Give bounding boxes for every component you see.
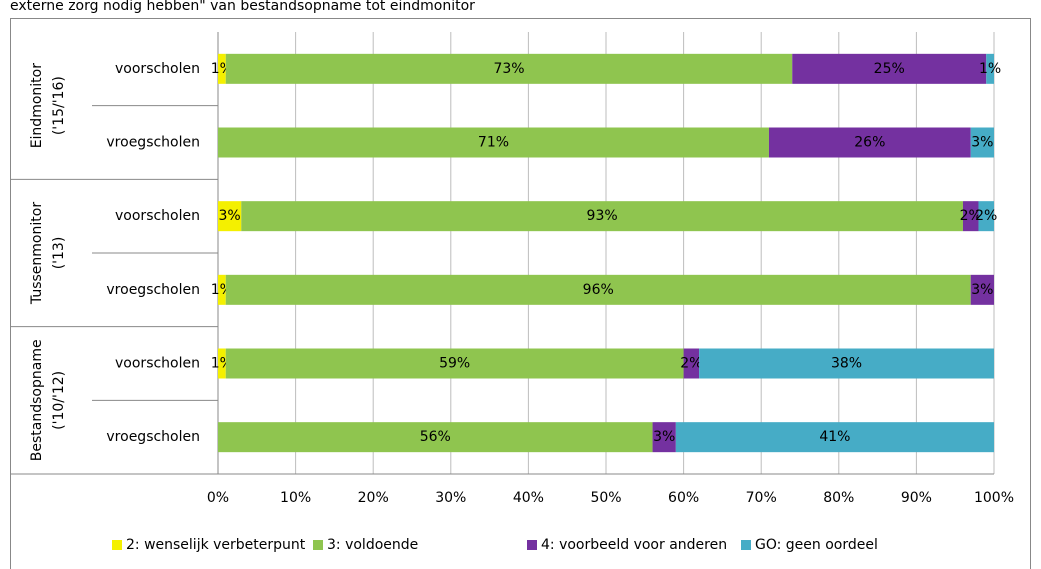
legend-swatch bbox=[313, 540, 323, 550]
data-label: 2% bbox=[975, 208, 997, 224]
data-label: 73% bbox=[493, 61, 524, 77]
x-tick-label: 70% bbox=[746, 490, 777, 506]
group-label: Eindmonitor bbox=[29, 63, 45, 149]
group-label: ('15/'16) bbox=[51, 76, 67, 135]
data-label: 93% bbox=[587, 208, 618, 224]
data-label: 41% bbox=[819, 429, 850, 445]
data-label: 1% bbox=[979, 61, 1001, 77]
data-label: 3% bbox=[219, 208, 241, 224]
data-label: 71% bbox=[478, 135, 509, 151]
data-label: 2% bbox=[960, 208, 982, 224]
data-label: 25% bbox=[874, 61, 905, 77]
bar-segment bbox=[225, 274, 971, 305]
bar-segment bbox=[792, 53, 987, 84]
bar-segment bbox=[218, 422, 653, 453]
y-tick-label: voorscholen bbox=[115, 208, 200, 224]
legend-swatch bbox=[527, 540, 537, 550]
bar-segment bbox=[970, 127, 994, 158]
bar-segment bbox=[675, 422, 994, 453]
y-tick-label: vroegscholen bbox=[106, 135, 200, 151]
bar-segment bbox=[218, 127, 769, 158]
legend-label: 2: wenselijk verbeterpunt bbox=[126, 537, 306, 553]
legend-swatch bbox=[112, 540, 122, 550]
data-label: 2% bbox=[680, 356, 702, 372]
bar-segment bbox=[225, 348, 684, 379]
data-label: 38% bbox=[831, 356, 862, 372]
x-tick-label: 100% bbox=[974, 490, 1014, 506]
x-tick-label: 80% bbox=[823, 490, 854, 506]
bar-segment bbox=[218, 348, 226, 379]
group-label: ('10/'12) bbox=[51, 371, 67, 430]
data-label: 59% bbox=[439, 356, 470, 372]
x-tick-label: 60% bbox=[668, 490, 699, 506]
legend-label: 4: voorbeeld voor anderen bbox=[541, 537, 727, 553]
group-label: Bestandsopname bbox=[29, 339, 45, 461]
y-tick-label: vroegscholen bbox=[106, 429, 200, 445]
bar-segment bbox=[225, 53, 793, 84]
x-tick-label: 0% bbox=[207, 490, 229, 506]
bar-segment bbox=[970, 274, 994, 305]
x-tick-label: 20% bbox=[358, 490, 389, 506]
group-label: Tussenmonitor bbox=[29, 202, 45, 305]
legend-label: 3: voldoende bbox=[327, 537, 418, 553]
y-tick-label: vroegscholen bbox=[106, 282, 200, 298]
x-tick-label: 30% bbox=[435, 490, 466, 506]
bar-segment bbox=[652, 422, 676, 453]
bar-segment bbox=[683, 348, 700, 379]
data-label: 3% bbox=[971, 282, 993, 298]
bar-segment bbox=[962, 201, 979, 232]
chart-frame bbox=[10, 18, 1031, 569]
chart-title: externe zorg nodig hebben" van bestandso… bbox=[10, 0, 475, 14]
bar-segment bbox=[699, 348, 994, 379]
data-label: 96% bbox=[583, 282, 614, 298]
bar-segment bbox=[978, 201, 994, 232]
data-label: 26% bbox=[854, 135, 885, 151]
legend-label: GO: geen oordeel bbox=[755, 537, 878, 553]
bar-segment bbox=[218, 53, 226, 84]
legend-swatch bbox=[741, 540, 751, 550]
bar-segment bbox=[218, 201, 242, 232]
x-tick-label: 10% bbox=[280, 490, 311, 506]
group-label: ('13) bbox=[51, 237, 67, 270]
bar-segment bbox=[218, 274, 226, 305]
bar-segment bbox=[768, 127, 971, 158]
bar-segment bbox=[986, 53, 994, 84]
data-label: 3% bbox=[653, 429, 675, 445]
y-tick-label: voorscholen bbox=[115, 61, 200, 77]
x-tick-label: 90% bbox=[901, 490, 932, 506]
data-label: 56% bbox=[420, 429, 451, 445]
x-tick-label: 50% bbox=[590, 490, 621, 506]
y-tick-label: voorscholen bbox=[115, 356, 200, 372]
x-tick-label: 40% bbox=[513, 490, 544, 506]
bar-segment bbox=[241, 201, 963, 232]
data-label: 3% bbox=[971, 135, 993, 151]
